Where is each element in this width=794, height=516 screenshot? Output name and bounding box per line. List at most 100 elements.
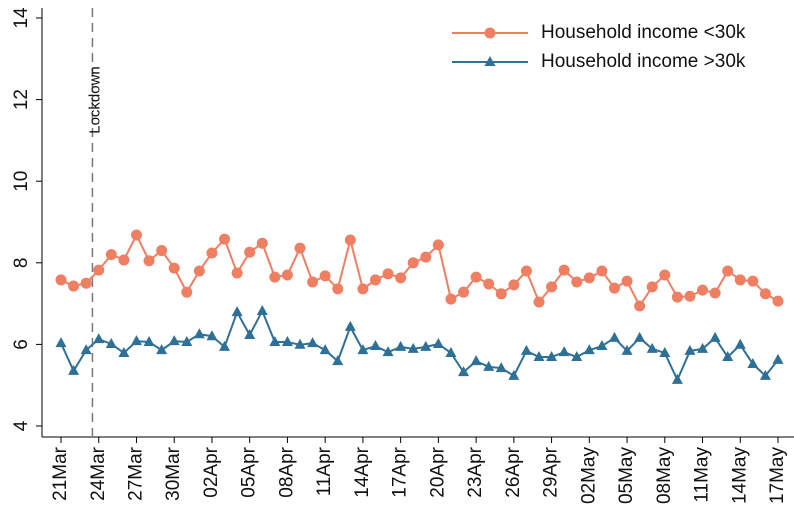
circle-marker <box>697 284 709 296</box>
x-tick-label: 14May <box>729 447 750 505</box>
circle-marker <box>671 291 683 303</box>
circle-marker <box>269 271 281 283</box>
triangle-marker <box>608 331 620 342</box>
triangle-marker <box>219 340 231 351</box>
triangle-marker <box>181 335 193 346</box>
triangle-marker <box>432 337 444 348</box>
triangle-marker <box>193 328 205 339</box>
triangle-marker <box>344 320 356 331</box>
circle-marker <box>508 279 520 291</box>
triangle-marker <box>697 342 709 353</box>
triangle-marker <box>55 337 67 348</box>
x-tick-label: 02Apr <box>201 446 222 497</box>
circle-marker <box>319 270 331 282</box>
x-tick-label: 24Mar <box>88 446 109 501</box>
circle-marker <box>219 233 231 245</box>
triangle-marker <box>369 340 381 351</box>
circle-marker <box>470 271 482 283</box>
circle-marker <box>734 274 746 286</box>
x-tick-label: 26Apr <box>503 446 524 497</box>
triangle-marker <box>546 351 558 362</box>
annotation-label: Lockdown <box>86 66 103 134</box>
series-line <box>60 308 779 383</box>
triangle-marker <box>508 369 520 380</box>
x-tick-label: 02May <box>578 447 599 505</box>
x-tick-label: 30Mar <box>163 446 184 501</box>
circle-marker <box>206 247 218 259</box>
circle-marker <box>156 245 168 257</box>
circle-marker <box>722 265 734 277</box>
x-tick-label: 11Apr <box>314 446 335 496</box>
triangle-marker <box>80 344 92 355</box>
circle-marker <box>420 251 432 263</box>
circle-marker <box>571 276 583 288</box>
circle-marker <box>445 293 457 305</box>
triangle-marker <box>722 351 734 362</box>
triangle-marker <box>558 346 570 357</box>
circle-marker <box>646 281 658 293</box>
circle-marker <box>484 27 496 39</box>
triangle-marker <box>206 330 218 341</box>
triangle-marker <box>533 351 545 362</box>
y-tick-label: 6 <box>11 339 32 350</box>
triangle-marker <box>470 355 482 366</box>
circle-marker <box>382 268 394 280</box>
x-tick-label: 14Apr <box>352 446 373 497</box>
triangle-marker <box>734 338 746 349</box>
triangle-marker <box>118 346 130 357</box>
circle-marker <box>118 254 130 266</box>
triangle-marker <box>382 346 394 357</box>
triangle-marker <box>407 342 419 353</box>
x-tick-label: 29Apr <box>541 446 562 497</box>
circle-marker <box>55 274 67 286</box>
triangle-marker <box>709 331 721 342</box>
x-tick-label: 17May <box>767 447 788 505</box>
circle-marker <box>357 283 369 295</box>
triangle-marker <box>458 366 470 377</box>
legend-label: Household income >30k <box>541 51 746 72</box>
x-tick-label: 23Apr <box>465 446 486 497</box>
x-tick-label: 08Apr <box>276 446 297 497</box>
circle-marker <box>546 281 558 293</box>
circle-marker <box>621 275 633 287</box>
triangle-marker <box>420 340 432 351</box>
triangle-marker <box>495 362 507 373</box>
circle-marker <box>105 249 117 261</box>
triangle-marker <box>281 335 293 346</box>
triangle-marker <box>659 346 671 357</box>
circle-marker <box>458 286 470 298</box>
circle-marker <box>772 295 784 307</box>
circle-marker <box>596 265 608 277</box>
circle-marker <box>558 264 570 276</box>
triangle-marker <box>231 306 243 317</box>
legend-label: Household income <30k <box>541 22 746 43</box>
triangle-marker <box>747 357 759 368</box>
circle-marker <box>68 280 80 292</box>
triangle-marker <box>520 344 532 355</box>
circle-marker <box>307 276 319 288</box>
triangle-marker <box>93 333 105 344</box>
circle-marker <box>407 257 419 269</box>
circle-marker <box>231 267 243 279</box>
triangle-marker <box>156 344 168 355</box>
triangle-marker <box>634 331 646 342</box>
triangle-marker <box>294 338 306 349</box>
y-tick-label: 14 <box>11 7 32 29</box>
circle-marker <box>344 234 356 246</box>
circle-marker <box>432 239 444 251</box>
triangle-marker <box>105 337 117 348</box>
x-tick-label: 21Mar <box>50 446 71 501</box>
triangle-marker <box>256 304 268 315</box>
circle-marker <box>193 265 205 277</box>
x-tick-label: 11May <box>692 447 713 503</box>
triangle-marker <box>621 344 633 355</box>
x-tick-label: 05May <box>616 447 637 505</box>
circle-marker <box>143 255 155 267</box>
triangle-marker <box>583 344 595 355</box>
circle-marker <box>294 242 306 254</box>
triangle-marker <box>68 364 80 375</box>
circle-marker <box>533 296 545 308</box>
triangle-marker <box>319 344 331 355</box>
circle-marker <box>483 278 495 290</box>
